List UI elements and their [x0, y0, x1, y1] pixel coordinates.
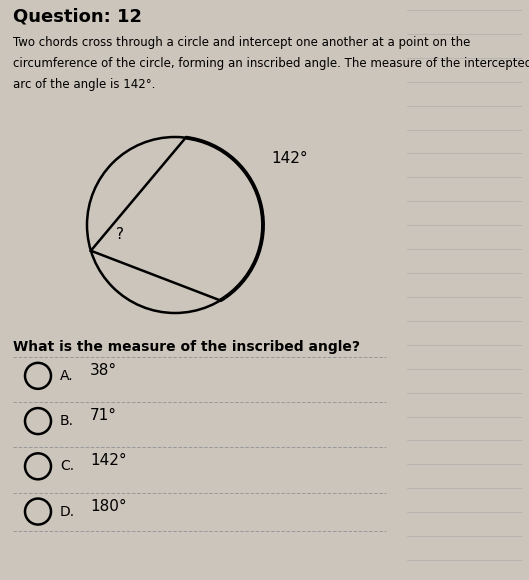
Text: arc of the angle is 142°.: arc of the angle is 142°.	[13, 78, 156, 91]
Text: 180°: 180°	[90, 499, 126, 513]
Text: Two chords cross through a circle and intercept one another at a point on the: Two chords cross through a circle and in…	[13, 36, 470, 49]
Text: circumference of the circle, forming an inscribed angle. The measure of the inte: circumference of the circle, forming an …	[13, 57, 529, 70]
Text: 38°: 38°	[90, 363, 117, 378]
Text: D.: D.	[60, 505, 75, 519]
Text: 142°: 142°	[90, 454, 126, 468]
Text: C.: C.	[60, 459, 74, 473]
Text: What is the measure of the inscribed angle?: What is the measure of the inscribed ang…	[13, 340, 360, 354]
Text: B.: B.	[60, 414, 74, 428]
Text: 71°: 71°	[90, 408, 117, 423]
Text: ?: ?	[115, 227, 123, 242]
Text: A.: A.	[60, 369, 74, 383]
Text: Question: 12: Question: 12	[13, 8, 142, 26]
Text: 142°: 142°	[271, 151, 308, 166]
